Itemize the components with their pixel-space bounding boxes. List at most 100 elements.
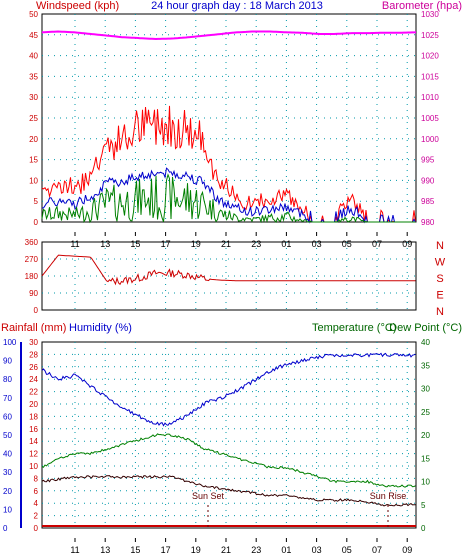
x-tick-label: 03 [312, 239, 322, 249]
temperature-tick-label: 5 [421, 501, 426, 510]
wind-gust-series [41, 105, 416, 223]
barometer-tick-label: 990 [421, 176, 435, 185]
humidity-tick-label: 70 [3, 394, 12, 403]
x-tick-label: 11 [70, 239, 79, 249]
rainfall-tick-label: 30 [29, 338, 38, 347]
sunrise-label: Sun Rise [370, 491, 407, 501]
rainfall-tick-label: 18 [29, 412, 38, 421]
compass-label: E [436, 290, 443, 302]
windspeed-axis-label: Windspeed (kph) [36, 0, 119, 12]
panel-thermo-axes: 0102030405060708090100024681012141618202… [3, 338, 430, 555]
temperature-tick-label: 20 [421, 431, 430, 440]
panel-thermo-frame [41, 341, 417, 529]
x-tick-label: 23 [251, 545, 261, 555]
panel-thermo-series [41, 352, 416, 528]
compass-label: N [436, 306, 444, 318]
compass-label: W [435, 257, 446, 269]
windspeed-tick-label: 5 [34, 197, 39, 206]
wind-speed-series [41, 173, 416, 224]
temperature-tick-label: 10 [421, 478, 430, 487]
windspeed-tick-label: 35 [29, 72, 38, 81]
windspeed-tick-label: 0 [34, 218, 39, 227]
temperature-tick-label: 25 [421, 408, 430, 417]
temperature-tick-label: 30 [421, 385, 430, 394]
x-tick-label: 07 [372, 545, 382, 555]
humidity-tick-label: 50 [3, 431, 12, 440]
humidity-tick-label: 30 [3, 468, 12, 477]
dewpoint-series [41, 475, 416, 507]
humidity-series [41, 352, 416, 427]
x-tick-label: 01 [281, 545, 291, 555]
rainfall-tick-label: 22 [29, 388, 38, 397]
direction-tick-label: 180 [25, 272, 39, 281]
x-tick-label: 09 [402, 545, 412, 555]
rainfall-tick-label: 6 [34, 487, 39, 496]
x-tick-label: 17 [161, 545, 171, 555]
direction-tick-label: 0 [34, 306, 39, 315]
rainfall-tick-label: 26 [29, 363, 38, 372]
humidity-tick-label: 60 [3, 412, 12, 421]
windspeed-tick-label: 20 [29, 135, 38, 144]
rainfall-tick-label: 8 [34, 474, 39, 483]
windspeed-tick-label: 10 [29, 176, 38, 185]
rainfall-tick-label: 2 [34, 512, 39, 521]
barometer-tick-label: 1015 [421, 72, 439, 81]
barometer-tick-label: 995 [421, 156, 435, 165]
panel-wind-series [41, 30, 417, 224]
barometer-axis-label: Barometer (hpa) [382, 0, 462, 12]
x-tick-label: 13 [100, 239, 110, 249]
barometer-tick-label: 1000 [421, 135, 439, 144]
dewpoint-axis-label: Dew Point (°C) [389, 322, 462, 334]
rainfall-tick-label: 10 [29, 462, 38, 471]
humidity-tick-label: 100 [3, 338, 17, 347]
x-tick-label: 13 [100, 545, 110, 555]
barometer-tick-label: 980 [421, 218, 435, 227]
x-tick-label: 21 [221, 545, 231, 555]
panel-direction-grid [42, 242, 416, 310]
chart-title: 24 hour graph day : 18 March 2013 [151, 0, 323, 12]
x-tick-label: 21 [221, 239, 231, 249]
x-tick-label: 19 [191, 239, 201, 249]
x-tick-label: 23 [251, 239, 261, 249]
temperature-series [41, 433, 416, 488]
rainfall-tick-label: 14 [29, 437, 38, 446]
x-tick-label: 17 [161, 239, 171, 249]
rainfall-tick-label: 4 [34, 499, 39, 508]
x-tick-label: 19 [191, 545, 201, 555]
windspeed-tick-label: 50 [29, 10, 38, 19]
wind-direction-series [41, 254, 416, 286]
humidity-tick-label: 80 [3, 375, 12, 384]
direction-tick-label: 360 [25, 238, 39, 247]
humidity-axis-label: Humidity (%) [69, 322, 132, 334]
windspeed-tick-label: 15 [29, 156, 38, 165]
barometer-tick-label: 1025 [421, 31, 439, 40]
barometer-tick-label: 1020 [421, 52, 439, 61]
barometer-tick-label: 1030 [421, 10, 439, 19]
sunset-label: Sun Set [192, 491, 225, 501]
windspeed-tick-label: 45 [29, 31, 38, 40]
rainfall-axis-label: Rainfall (mm) [1, 322, 66, 334]
x-tick-label: 15 [130, 239, 140, 249]
direction-tick-label: 90 [29, 289, 38, 298]
x-tick-label: 01 [281, 239, 291, 249]
compass-label: N [436, 240, 444, 252]
compass-label: S [436, 273, 443, 285]
barometer-series [41, 30, 417, 41]
rainfall-tick-label: 12 [29, 450, 38, 459]
panel-thermo-grid [42, 342, 416, 528]
windspeed-tick-label: 30 [29, 93, 38, 102]
direction-tick-label: 270 [25, 255, 39, 264]
windspeed-tick-label: 40 [29, 52, 38, 61]
rainfall-tick-label: 16 [29, 425, 38, 434]
rainfall-tick-label: 20 [29, 400, 38, 409]
rainfall-tick-label: 0 [34, 524, 39, 533]
wind-average-series [41, 167, 416, 224]
rainfall-tick-label: 24 [29, 375, 38, 384]
temperature-axis-label: Temperature (°C) [312, 322, 396, 334]
x-tick-label: 09 [402, 239, 412, 249]
humidity-tick-label: 10 [3, 505, 12, 514]
barometer-tick-label: 985 [421, 197, 435, 206]
